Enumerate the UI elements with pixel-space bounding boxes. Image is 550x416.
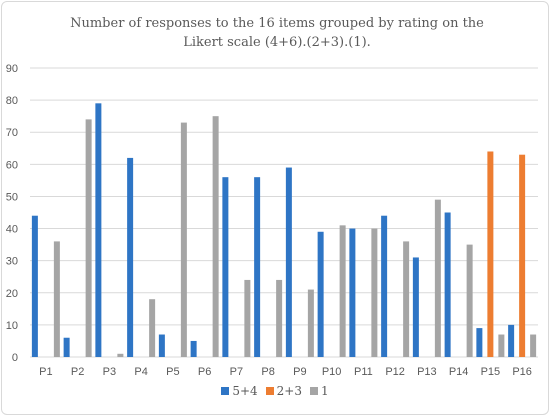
bar-2-3-p15 [487, 151, 494, 357]
y-tick-label: 30 [6, 256, 18, 268]
y-tick-label: 0 [12, 352, 18, 364]
bar-1-p2 [85, 119, 92, 357]
bar-5-4-p5 [158, 334, 165, 357]
bar-1-p14 [466, 244, 473, 357]
x-tick-label: P8 [261, 366, 274, 378]
legend-swatch [221, 387, 230, 395]
legend-swatch [265, 387, 274, 395]
bar-1-p10 [339, 225, 346, 357]
bar-1-p4 [149, 299, 156, 357]
bar-5-4-p13 [412, 257, 419, 357]
bar-5-4-p1 [31, 215, 38, 357]
bar-5-4-p2 [63, 337, 70, 357]
x-tick-label: P5 [166, 366, 179, 378]
y-tick-label: 80 [6, 95, 18, 107]
y-tick-label: 60 [6, 159, 18, 171]
bar-1-p5 [180, 122, 187, 357]
bar-5-4-p15 [476, 328, 483, 357]
bar-5-4-p4 [127, 157, 134, 357]
bar-1-p12 [403, 241, 410, 357]
bar-1-p8 [276, 279, 283, 357]
legend-label: 2+3 [276, 384, 302, 398]
x-tick-label: P10 [322, 366, 342, 378]
x-tick-label: P11 [354, 366, 373, 378]
bar-1-p15 [498, 334, 505, 357]
bar-1-p6 [212, 116, 219, 358]
x-tick-label: P12 [385, 366, 405, 378]
bar-1-p1 [53, 241, 60, 357]
y-tick-label: 20 [6, 288, 18, 300]
x-tick-label: P16 [512, 366, 532, 378]
bar-5-4-p8 [254, 177, 261, 357]
y-tick-label: 70 [6, 127, 18, 139]
y-tick-label: 10 [6, 320, 18, 332]
x-tick-label: P4 [134, 366, 147, 378]
bar-5-4-p14 [444, 212, 451, 357]
bar-5-4-p7 [222, 177, 229, 357]
bar-1-p11 [371, 228, 378, 357]
bar-5-4-p16 [508, 324, 515, 357]
legend-item: 1 [310, 384, 329, 398]
x-tick-label: P1 [39, 366, 52, 378]
bar-1-p13 [434, 199, 441, 357]
x-tick-label: P3 [103, 366, 116, 378]
x-tick-label: P2 [71, 366, 84, 378]
bar-5-4-p12 [381, 215, 388, 357]
bar-1-p7 [244, 279, 251, 357]
legend-item: 2+3 [265, 384, 302, 398]
legend-swatch [310, 387, 318, 395]
legend-label: 1 [321, 384, 329, 398]
x-tick-label: P14 [449, 366, 469, 378]
x-tick-label: P13 [417, 366, 437, 378]
bar-1-p3 [117, 353, 124, 357]
x-tick-label: P6 [198, 366, 211, 378]
chart-title: Number of responses to the 16 items grou… [70, 16, 484, 50]
x-tick-label: P7 [230, 366, 243, 378]
y-tick-label: 50 [6, 191, 18, 203]
bar-5-4-p10 [317, 231, 324, 357]
legend-label: 5+4 [232, 384, 258, 398]
legend: 5+4 2+3 1 [0, 384, 550, 398]
bar-5-4-p11 [349, 228, 356, 357]
bar-5-4-p9 [285, 167, 292, 357]
bar-5-4-p3 [95, 103, 102, 357]
bar-1-p9 [307, 289, 314, 357]
x-tick-label: P9 [293, 366, 306, 378]
bar-1-p16 [530, 334, 537, 357]
x-tick-label: P15 [481, 366, 501, 378]
bar-2-3-p16 [519, 154, 526, 357]
y-tick-label: 90 [6, 63, 18, 75]
legend-item: 5+4 [221, 384, 258, 398]
y-tick-label: 40 [6, 224, 18, 236]
bar-5-4-p6 [190, 340, 197, 357]
